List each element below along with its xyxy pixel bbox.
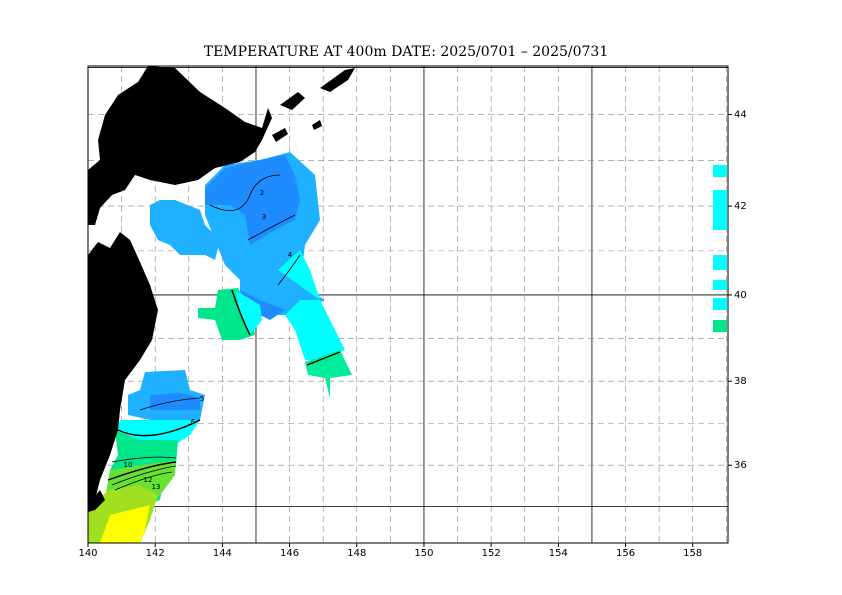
contour-label: 4	[288, 251, 293, 259]
contour-line	[114, 471, 173, 491]
y-tick-label: 42	[734, 201, 747, 212]
island	[280, 92, 305, 110]
field-5-6	[713, 320, 727, 332]
hokkaido	[88, 66, 272, 225]
contour-line	[111, 465, 177, 486]
x-tick-label: 142	[146, 548, 165, 559]
land	[88, 66, 355, 512]
field-3-4	[150, 200, 220, 260]
contours	[107, 174, 341, 491]
island	[312, 120, 322, 130]
field-4-5	[115, 420, 200, 445]
chart-title: TEMPERATURE AT 400m DATE: 2025/0701 – 20…	[204, 44, 609, 60]
contour-label: 3	[262, 213, 266, 221]
field-2-3	[240, 290, 285, 320]
x-tick-label: 140	[78, 548, 97, 559]
contour-line	[306, 351, 341, 366]
contour-label: 12	[144, 476, 153, 484]
x-tick-label: 156	[616, 548, 635, 559]
field-2-3	[150, 393, 200, 410]
contour-line	[231, 289, 251, 336]
contour-label: 2	[260, 189, 264, 197]
x-tick-label: 150	[414, 548, 433, 559]
contour-label: 13	[152, 483, 161, 491]
field-4-5	[713, 298, 727, 310]
y-tick-label: 44	[734, 109, 747, 120]
temperature-field	[88, 152, 727, 543]
field-5-6	[305, 350, 352, 398]
contour-label: 10	[124, 461, 133, 469]
field-4-5	[713, 190, 727, 230]
y-tick-label: 40	[734, 290, 747, 301]
y-tick-label: 36	[734, 460, 747, 471]
contour-label: 5	[200, 395, 204, 403]
x-tick-label: 154	[549, 548, 568, 559]
field-13	[100, 505, 150, 543]
contour-line	[247, 214, 296, 241]
field-4-5	[713, 280, 727, 290]
plot-frame	[87, 65, 729, 544]
x-tick-label: 148	[347, 548, 366, 559]
field-4-5	[235, 290, 262, 335]
field-2-3	[205, 155, 300, 245]
field-4-5	[278, 250, 345, 360]
boso	[88, 490, 105, 512]
x-tick-label: 152	[482, 548, 501, 559]
contour-line	[277, 254, 301, 286]
x-tick-label: 146	[280, 548, 299, 559]
island	[320, 68, 355, 92]
field-4-5	[713, 255, 727, 270]
contour-label: 6	[191, 418, 196, 426]
y-tick-label: 38	[734, 376, 747, 387]
contour-line	[209, 174, 281, 212]
x-tick-label: 158	[683, 548, 702, 559]
honshu	[88, 232, 158, 505]
field-4-5	[713, 165, 727, 177]
contour-line	[111, 456, 177, 463]
x-tick-label: 144	[213, 548, 232, 559]
contour-line	[117, 419, 201, 437]
island	[272, 128, 288, 142]
contour-line	[139, 397, 201, 411]
contour-line	[107, 461, 177, 481]
